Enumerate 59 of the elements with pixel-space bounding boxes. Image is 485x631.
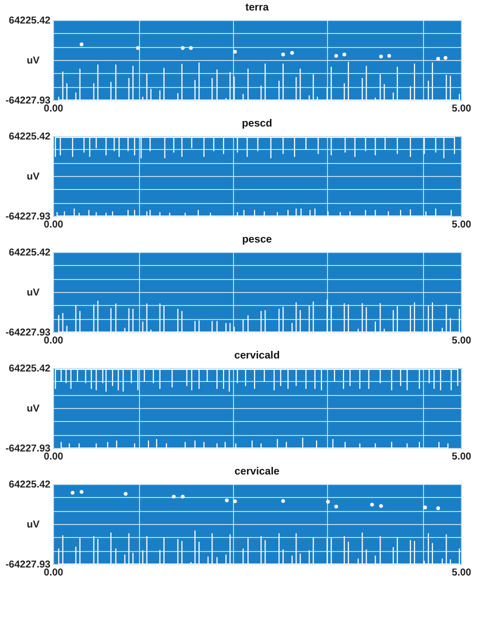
x-tick-label: 5.00 xyxy=(452,220,472,230)
point xyxy=(379,54,383,58)
point xyxy=(444,56,448,60)
point xyxy=(80,490,84,494)
point xyxy=(290,50,294,55)
y-axis-title: uV xyxy=(26,172,40,182)
point xyxy=(387,54,392,58)
x-tick-label: 0.00 xyxy=(44,220,64,230)
line-series xyxy=(58,299,460,333)
chart-title: pescd xyxy=(242,118,272,130)
point xyxy=(436,56,440,61)
point xyxy=(326,500,330,504)
line-series xyxy=(54,136,456,158)
x-tick-label: 5.00 xyxy=(452,568,472,578)
point xyxy=(281,499,285,503)
point xyxy=(124,492,128,496)
point xyxy=(342,52,346,56)
y-axis-title: uV xyxy=(26,404,40,414)
x-tick-label: 5.00 xyxy=(452,452,472,462)
y-tick-label: 64225.42 xyxy=(8,364,51,374)
chart-title: pesce xyxy=(242,234,272,246)
y-tick-label: 64225.42 xyxy=(8,248,51,258)
x-tick-label: 0.00 xyxy=(44,452,64,462)
point xyxy=(379,504,383,508)
x-tick-label: 5.00 xyxy=(452,336,472,346)
point xyxy=(80,42,84,46)
chart-title: terra xyxy=(245,2,269,14)
chart-title: cervicald xyxy=(234,350,280,362)
line-series xyxy=(58,62,460,101)
x-tick-label: 0.00 xyxy=(44,568,64,578)
y-axis-title: uV xyxy=(26,288,40,298)
x-tick-label: 0.00 xyxy=(44,336,64,346)
point xyxy=(370,502,374,506)
line-series xyxy=(58,530,460,565)
point xyxy=(233,499,237,504)
point xyxy=(70,490,74,495)
line-series xyxy=(60,438,448,449)
point xyxy=(334,54,338,58)
x-tick-label: 0.00 xyxy=(44,104,64,114)
line-series xyxy=(56,208,452,217)
chart-title: cervicale xyxy=(234,466,280,478)
line-series xyxy=(54,368,458,392)
point xyxy=(334,504,338,508)
point xyxy=(136,46,140,50)
point xyxy=(180,494,185,499)
y-tick-label: 64225.42 xyxy=(8,132,51,142)
y-tick-label: 64225.42 xyxy=(8,16,51,26)
point xyxy=(189,46,193,50)
point xyxy=(423,506,427,510)
point xyxy=(233,50,237,54)
y-axis-title: uV xyxy=(26,56,40,66)
y-axis-title: uV xyxy=(26,520,40,530)
x-tick-label: 5.00 xyxy=(452,104,472,114)
point xyxy=(436,506,440,510)
point xyxy=(172,494,176,499)
point xyxy=(281,52,285,56)
point xyxy=(224,498,229,502)
y-tick-label: 64225.42 xyxy=(8,480,51,490)
point xyxy=(180,46,185,50)
